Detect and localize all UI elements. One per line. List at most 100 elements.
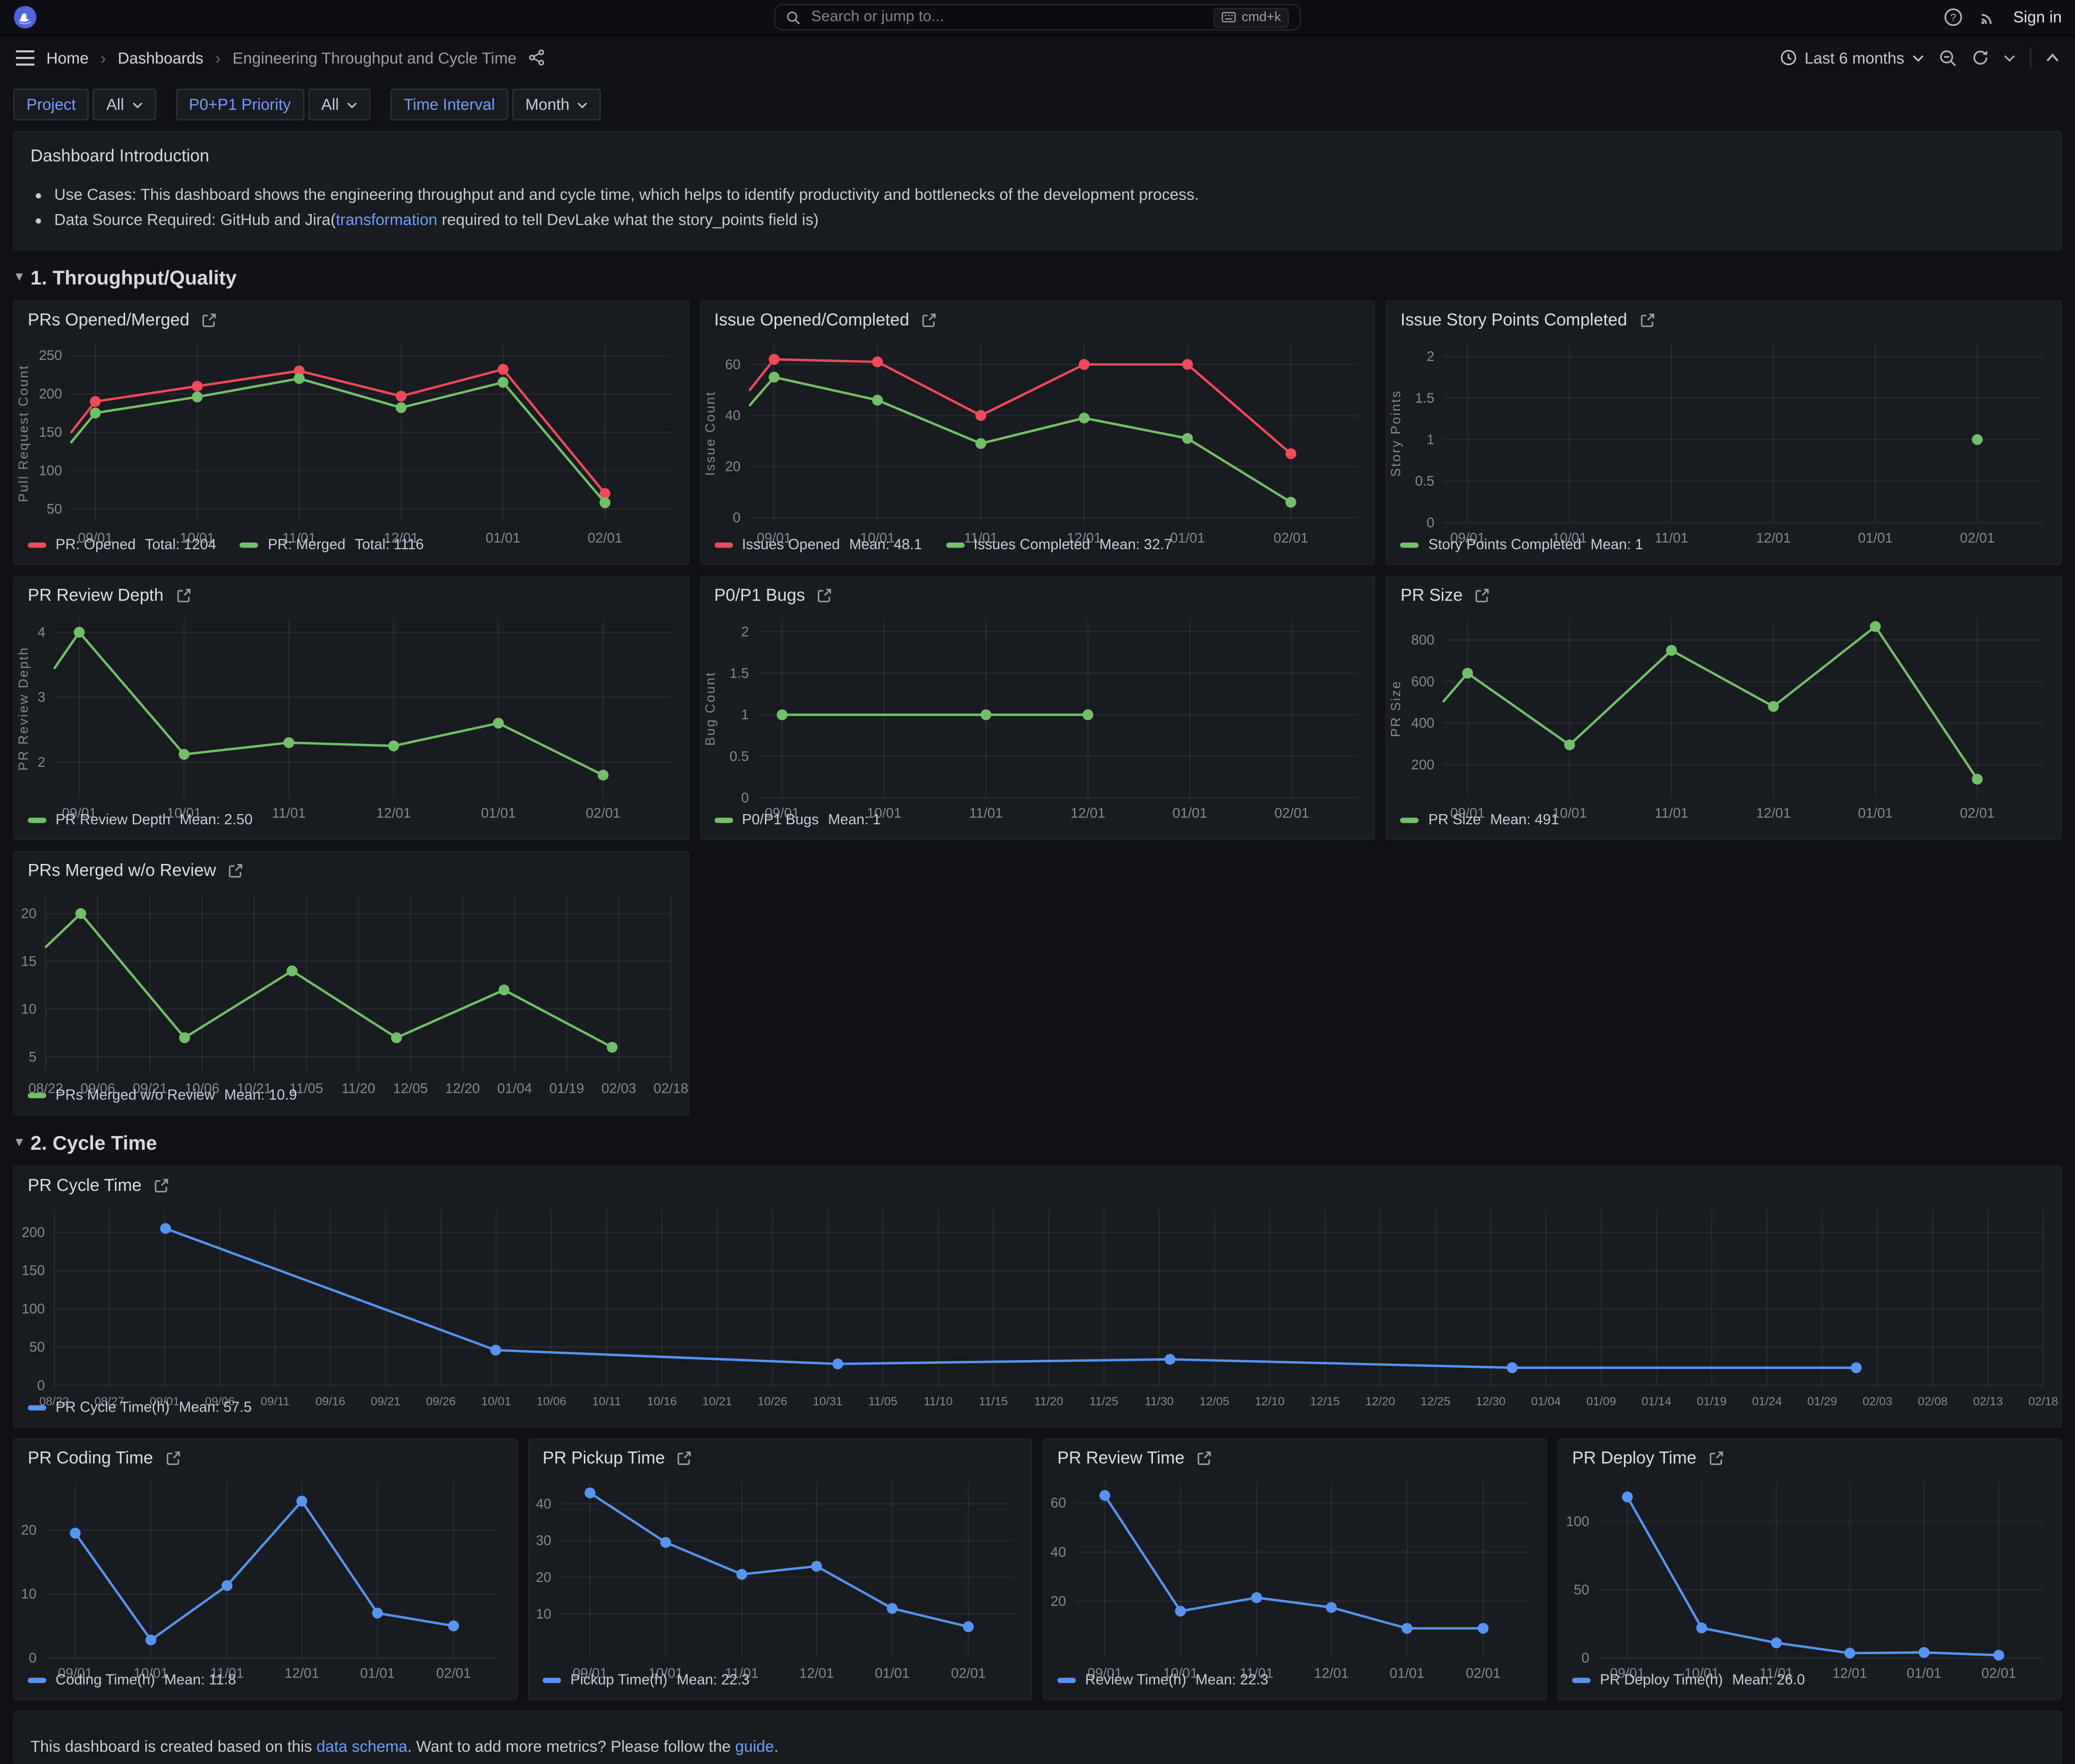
svg-text:20: 20 [536, 1570, 551, 1586]
panel-external-link-button[interactable] [154, 1177, 169, 1193]
caret-up-icon [2046, 53, 2059, 62]
panel-external-link-button[interactable] [677, 1450, 693, 1466]
panel-external-link-button[interactable] [1474, 587, 1490, 603]
svg-text:Issue Count: Issue Count [702, 391, 717, 476]
top-nav: cmd+k ? Sign in [0, 0, 2075, 36]
collapse-top-button[interactable] [2046, 53, 2059, 62]
svg-text:40: 40 [1051, 1544, 1066, 1560]
search-input[interactable]: cmd+k [774, 4, 1301, 31]
chart-pr-pickup-time[interactable]: 09/0110/0111/0112/0101/0102/0110203040 [529, 1471, 1031, 1686]
help-button[interactable]: ? [1944, 8, 1963, 26]
breadcrumb-home[interactable]: Home [46, 48, 88, 67]
svg-text:100: 100 [1566, 1514, 1589, 1530]
svg-text:Bug Count: Bug Count [702, 672, 717, 746]
section-cycle-time[interactable]: ▾ 2. Cycle Time [13, 1126, 2062, 1155]
svg-text:30: 30 [536, 1533, 551, 1549]
share-button[interactable] [528, 49, 546, 66]
chart-pr-cycle-time[interactable]: 08/2208/2709/0109/0609/1109/1609/2109/26… [15, 1198, 2061, 1414]
data-schema-link[interactable]: data schema [316, 1738, 407, 1756]
svg-text:12/01: 12/01 [1070, 805, 1105, 821]
svg-text:600: 600 [1412, 674, 1435, 690]
svg-text:20: 20 [1051, 1594, 1066, 1609]
panel-external-link-button[interactable] [228, 862, 244, 878]
panel-title[interactable]: PR Cycle Time [28, 1176, 142, 1195]
svg-text:11/30: 11/30 [1145, 1395, 1174, 1408]
filter-project-label[interactable]: Project [13, 88, 89, 120]
svg-text:10/26: 10/26 [757, 1395, 787, 1408]
panel-title[interactable]: PR Coding Time [28, 1448, 153, 1468]
panel-external-link-button[interactable] [1708, 1450, 1724, 1466]
svg-text:0.5: 0.5 [729, 749, 749, 764]
sign-in-link[interactable]: Sign in [2013, 8, 2062, 26]
chart-pr-coding-time[interactable]: 09/0110/0111/0112/0101/0102/0101020 [15, 1471, 516, 1686]
filter-time-interval-value[interactable]: Month [512, 88, 601, 120]
section-throughput-quality[interactable]: ▾ 1. Throughput/Quality [13, 261, 2062, 290]
panel-title[interactable]: Issue Opened/Completed [714, 310, 909, 330]
svg-text:11/05: 11/05 [289, 1081, 323, 1096]
guide-link[interactable]: guide [735, 1738, 774, 1756]
svg-text:09/01: 09/01 [78, 530, 112, 546]
svg-text:12/01: 12/01 [376, 805, 411, 821]
refresh-interval-dropdown[interactable] [2003, 53, 2015, 62]
filter-project: Project All [13, 88, 156, 120]
filter-project-value[interactable]: All [93, 88, 156, 120]
panel-title[interactable]: PR Pickup Time [543, 1448, 665, 1468]
panel-title[interactable]: PR Review Time [1057, 1448, 1184, 1468]
chart-area: 09/0110/0111/0112/0101/0102/01234PR Revi… [15, 608, 688, 812]
svg-text:01/09: 01/09 [1586, 1395, 1616, 1408]
svg-text:20: 20 [21, 1522, 36, 1538]
filter-priority-value[interactable]: All [308, 88, 371, 120]
zoom-out-button[interactable] [1939, 48, 1957, 67]
chart-issue-story-points-completed[interactable]: 09/0110/0111/0112/0101/0102/0100.511.52S… [1387, 333, 2061, 551]
panel-title[interactable]: PRs Merged w/o Review [28, 860, 216, 880]
chart-pr-size[interactable]: 09/0110/0111/0112/0101/0102/012004006008… [1387, 608, 2061, 826]
search-field[interactable] [809, 8, 1206, 26]
panel-external-link-button[interactable] [201, 312, 217, 328]
menu-button[interactable] [16, 50, 34, 66]
svg-text:12/25: 12/25 [1420, 1395, 1450, 1408]
panel-title[interactable]: P0/P1 Bugs [714, 585, 805, 605]
svg-text:50: 50 [47, 501, 62, 517]
svg-text:09/06: 09/06 [205, 1395, 235, 1408]
svg-text:0: 0 [29, 1650, 37, 1666]
chart-issue-opened-completed[interactable]: 09/0110/0111/0112/0101/0102/010204060Iss… [701, 333, 1374, 551]
panel-title[interactable]: PR Size [1401, 585, 1463, 605]
svg-text:10/11: 10/11 [592, 1395, 621, 1408]
chart-pr-deploy-time[interactable]: 09/0110/0111/0112/0101/0102/01050100 [1559, 1471, 2060, 1686]
chart-area: 09/0110/0111/0112/0101/0102/01050100 [1559, 1471, 2060, 1672]
chart-pr-review-time[interactable]: 09/0110/0111/0112/0101/0102/01204060 [1044, 1471, 1546, 1686]
panel-title[interactable]: PR Review Depth [28, 585, 164, 605]
panel-external-link-button[interactable] [1196, 1450, 1212, 1466]
filter-priority-label[interactable]: P0+P1 Priority [175, 88, 304, 120]
svg-text:20: 20 [725, 459, 740, 474]
panel-external-link-button[interactable] [921, 312, 937, 328]
svg-text:12/01: 12/01 [1757, 530, 1791, 546]
time-range-picker[interactable]: Last 6 months [1780, 48, 1924, 67]
panel-external-link-button[interactable] [165, 1450, 181, 1466]
svg-text:PR Size: PR Size [1388, 680, 1404, 737]
devlake-logo[interactable] [13, 5, 37, 29]
panel-title[interactable]: PRs Opened/Merged [28, 310, 190, 330]
breadcrumb-dashboards[interactable]: Dashboards [118, 48, 203, 67]
filter-value-text: All [106, 95, 124, 113]
chart-prs-opened-merged[interactable]: 09/0110/0111/0112/0101/0102/015010015020… [15, 333, 688, 551]
transformation-link[interactable]: transformation [336, 211, 437, 229]
panel-external-link-button[interactable] [175, 587, 191, 603]
panel-external-link-button[interactable] [817, 587, 833, 603]
chart-pr-review-depth[interactable]: 09/0110/0111/0112/0101/0102/01234PR Revi… [15, 608, 688, 826]
panel-external-link-button[interactable] [1639, 312, 1655, 328]
news-button[interactable] [1979, 8, 1997, 26]
svg-text:09/01: 09/01 [1610, 1665, 1645, 1681]
filter-time-interval-label[interactable]: Time Interval [391, 88, 508, 120]
panel-title[interactable]: Issue Story Points Completed [1401, 310, 1627, 330]
panel-row-4: PR Cycle Time 08/2208/2709/0109/0609/1109… [13, 1166, 2062, 1428]
chart-prs-merged-w-o-review[interactable]: 08/2209/0609/2110/0610/2111/0511/2012/05… [15, 883, 688, 1101]
svg-text:10/21: 10/21 [702, 1395, 732, 1408]
chart-p0-p1-bugs[interactable]: 09/0110/0111/0112/0101/0102/0100.511.52B… [701, 608, 1374, 826]
panel-pr-cycle-time: PR Cycle Time 08/2208/2709/0109/0609/1109… [13, 1166, 2062, 1428]
svg-text:09/06: 09/06 [80, 1081, 115, 1096]
refresh-button[interactable] [1972, 49, 1989, 66]
panel-title[interactable]: PR Deploy Time [1572, 1448, 1696, 1468]
panel-header: PR Pickup Time [529, 1440, 1031, 1471]
intro-title: Dashboard Introduction [31, 145, 2044, 165]
